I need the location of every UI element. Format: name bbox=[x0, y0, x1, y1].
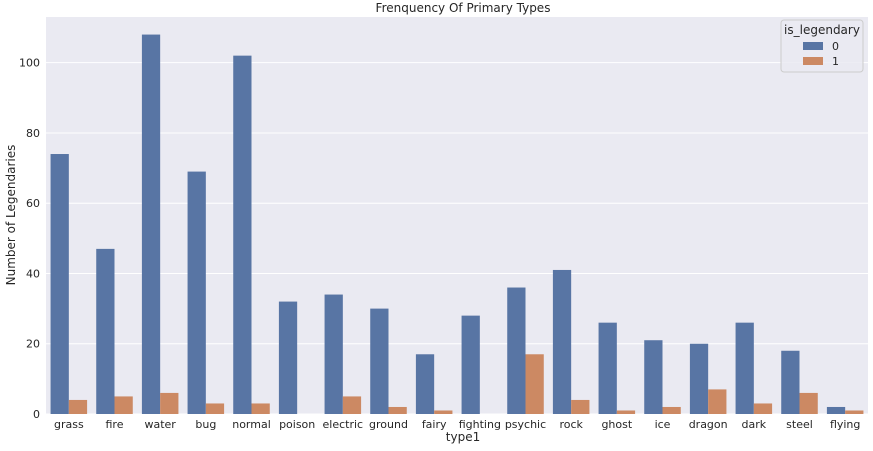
bar-normal-series-1 bbox=[251, 403, 270, 414]
bar-steel-series-0 bbox=[781, 350, 800, 414]
y-tick-label: 0 bbox=[33, 408, 40, 421]
bar-psychic-series-0 bbox=[507, 287, 526, 414]
y-tick-label: 20 bbox=[26, 338, 40, 351]
bar-ground-series-0 bbox=[370, 308, 389, 414]
bar-ground-series-1 bbox=[388, 406, 407, 414]
x-tick-labels: grass fire water bug normal poison electric gro… bbox=[54, 418, 860, 431]
x-tick-label: ghost bbox=[601, 418, 632, 431]
x-tick-label: fairy bbox=[422, 418, 447, 431]
x-tick-label: ice bbox=[655, 418, 671, 431]
bar-fairy-series-1 bbox=[434, 410, 453, 414]
bar-ghost-series-0 bbox=[598, 322, 617, 414]
bar-flying-series-1 bbox=[845, 410, 864, 414]
bar-grass-series-0 bbox=[50, 154, 69, 414]
legend-label-0: 0 bbox=[832, 40, 839, 53]
bar-grass-series-1 bbox=[68, 399, 88, 414]
bar-water-series-1 bbox=[160, 392, 179, 414]
bar-electric-series-0 bbox=[324, 294, 343, 414]
plot-background bbox=[46, 17, 868, 414]
bar-bug-series-0 bbox=[187, 171, 206, 414]
x-tick-label: grass bbox=[54, 418, 84, 431]
x-tick-label: electric bbox=[323, 418, 364, 431]
y-tick-label: 60 bbox=[26, 197, 40, 210]
legend-items: 01 bbox=[803, 40, 839, 68]
x-tick-label: bug bbox=[195, 418, 216, 431]
x-tick-label: rock bbox=[559, 418, 583, 431]
legend-label-1: 1 bbox=[832, 55, 839, 68]
x-tick-label: psychic bbox=[505, 418, 546, 431]
bar-ice-series-0 bbox=[644, 340, 663, 414]
y-tick-label: 80 bbox=[26, 127, 40, 140]
bar-electric-series-1 bbox=[342, 396, 362, 414]
bar-water-series-0 bbox=[141, 34, 161, 414]
chart-title: Frenquency Of Primary Types bbox=[376, 1, 551, 15]
bar-ghost-series-1 bbox=[616, 410, 636, 414]
gridlines bbox=[46, 62, 868, 415]
bar-rock-series-0 bbox=[552, 269, 572, 414]
y-tick-labels: 0 20 40 60 80 100 bbox=[19, 57, 40, 421]
bar-poison-series-0 bbox=[278, 301, 298, 414]
legend-swatch-0 bbox=[803, 42, 823, 50]
x-axis-title: type1 bbox=[446, 430, 480, 444]
x-tick-label: dragon bbox=[689, 418, 728, 431]
bar-dragon-series-0 bbox=[689, 343, 709, 414]
bar-fighting-series-0 bbox=[461, 315, 480, 414]
y-tick-label: 100 bbox=[19, 57, 40, 70]
legend-swatch-1 bbox=[803, 57, 823, 65]
bar-dragon-series-1 bbox=[708, 389, 727, 414]
bars bbox=[50, 34, 864, 414]
bar-flying-series-0 bbox=[826, 406, 846, 414]
x-tick-label: poison bbox=[279, 418, 315, 431]
x-tick-label: dark bbox=[742, 418, 767, 431]
bar-dark-series-0 bbox=[735, 322, 754, 414]
bar-ice-series-1 bbox=[662, 406, 681, 414]
y-axis-title: Number of Legendaries bbox=[4, 145, 18, 286]
bar-fire-series-0 bbox=[96, 248, 115, 414]
bar-rock-series-1 bbox=[571, 399, 590, 414]
bar-dark-series-1 bbox=[753, 403, 773, 414]
x-tick-label: fire bbox=[106, 418, 124, 431]
bar-fire-series-1 bbox=[114, 396, 133, 414]
x-tick-label: water bbox=[144, 418, 176, 431]
bar-psychic-series-1 bbox=[525, 354, 544, 414]
bar-bug-series-1 bbox=[205, 403, 225, 414]
x-tick-label: ground bbox=[369, 418, 408, 431]
x-tick-label: fighting bbox=[459, 418, 501, 431]
legend: is_legendary 01 bbox=[780, 19, 864, 73]
x-tick-label: flying bbox=[830, 418, 860, 431]
legend-title: is_legendary bbox=[784, 23, 860, 37]
y-tick-label: 40 bbox=[26, 267, 40, 280]
bar-normal-series-0 bbox=[233, 55, 252, 414]
bar-steel-series-1 bbox=[799, 392, 818, 414]
x-tick-label: normal bbox=[232, 418, 271, 431]
bar-fairy-series-0 bbox=[415, 354, 435, 414]
x-tick-label: steel bbox=[786, 418, 813, 431]
